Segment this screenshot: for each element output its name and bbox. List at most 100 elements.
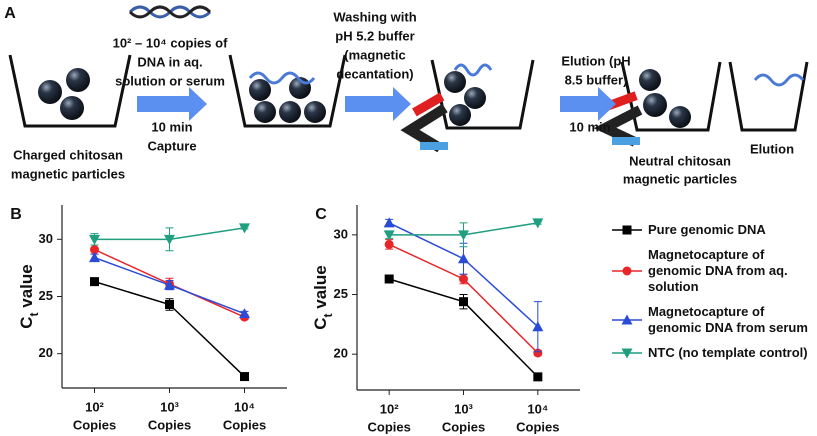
particle (444, 71, 466, 93)
process-arrow (345, 87, 411, 121)
data-point (239, 308, 250, 319)
legend-swatch (612, 314, 642, 325)
x-tick-label: 10² (85, 399, 104, 414)
x-tick-label: Copies (223, 417, 266, 432)
legend-item: Magnetocapture of genomic DNA from aq. s… (612, 247, 817, 295)
step-text: DNA in aq. (137, 54, 202, 69)
y-tick-label: 30 (39, 231, 53, 246)
step-text: solution or serum (115, 73, 225, 88)
panel-label: C (315, 206, 327, 223)
data-point (383, 217, 395, 228)
legend-item: Pure genomic DNA (612, 222, 817, 238)
data-point (383, 230, 395, 241)
dna (128, 5, 212, 19)
legend-swatch (612, 348, 642, 359)
y-tick-label: 25 (334, 286, 348, 301)
legend-text: Pure genomic DNA (648, 222, 766, 237)
y-axis-label-part: t (321, 313, 335, 317)
data-point (532, 218, 544, 229)
data-point (532, 321, 544, 332)
data-point (533, 348, 543, 358)
particle (643, 93, 667, 117)
data-point (384, 274, 394, 284)
particle (669, 106, 691, 128)
y-axis-label-part: t (27, 312, 41, 316)
step-text: magnetic particles (623, 171, 737, 186)
step-text: pH 5.2 buffer (335, 28, 414, 43)
step-text: Washing with (333, 9, 416, 24)
x-tick-label: 10³ (454, 401, 473, 416)
data-point (164, 279, 175, 290)
step-text: Neutral chitosan (629, 153, 731, 168)
x-tick-label: Copies (73, 417, 116, 432)
step-text: Elution (pH (561, 53, 630, 68)
step-text: Elution (750, 141, 794, 156)
legend-item: Magnetocapture of genomic DNA from serum (612, 304, 817, 336)
y-axis-label: Ct value (17, 264, 41, 328)
step-text: magnetic particles (11, 166, 125, 181)
y-axis-label: Ct value (311, 265, 335, 329)
legend-swatch (612, 266, 642, 276)
x-tick-label: Copies (367, 419, 410, 434)
particle (639, 69, 661, 91)
x-tick-label: 10² (380, 401, 399, 416)
y-axis-label-part: C (17, 316, 36, 328)
legend-marker (622, 225, 632, 235)
beaker (8, 54, 132, 128)
step-text: decantation) (336, 66, 413, 81)
y-axis-label-part: C (311, 317, 330, 329)
step-text: Charged chitosan (13, 147, 123, 162)
y-tick-label: 25 (39, 288, 53, 303)
data-point (164, 234, 175, 245)
x-tick-label: 10⁴ (527, 401, 548, 416)
particle (449, 104, 471, 126)
beaker (228, 54, 347, 128)
particle (279, 101, 301, 123)
series-line (94, 280, 246, 378)
y-tick-label: 20 (334, 346, 348, 361)
magnet-pole (420, 142, 448, 150)
particle (60, 96, 84, 120)
particle (249, 79, 271, 101)
data-point (459, 274, 468, 284)
step-text: (magnetic (344, 47, 405, 62)
arrows (137, 87, 616, 121)
beaker (728, 61, 809, 132)
panel-label: B (10, 206, 22, 223)
x-tick-label: Copies (516, 419, 559, 434)
magnet-pole (612, 137, 640, 145)
legend-marker (622, 266, 632, 276)
dna (248, 71, 316, 85)
data-point (459, 297, 468, 307)
step-text: 10 min (569, 119, 610, 134)
data-point (89, 252, 100, 263)
dna (453, 63, 493, 77)
particle (38, 80, 62, 104)
panel-label: A (4, 5, 16, 22)
x-tick-label: 10³ (160, 399, 179, 414)
legend-text: Magnetocapture of genomic DNA from aq. s… (648, 247, 788, 294)
magnet-pole (412, 92, 445, 117)
data-point (90, 277, 99, 287)
legend-text: Magnetocapture of genomic DNA from serum (648, 304, 808, 335)
data-point (240, 372, 249, 382)
x-tick-label: Copies (442, 419, 485, 434)
step-text: 8.5 buffer) (565, 72, 628, 87)
data-point (89, 234, 100, 245)
y-tick-label: 20 (39, 345, 53, 360)
y-axis-label-part: value (17, 264, 36, 312)
y-axis-label-part: value (311, 265, 330, 313)
data-point (239, 223, 250, 234)
x-tick-label: 10⁴ (234, 399, 255, 414)
process-arrow (560, 87, 616, 121)
process-arrow (137, 87, 207, 121)
legend-item: NTC (no template control) (612, 345, 817, 361)
particle (464, 87, 486, 109)
step-text: 10 min (151, 119, 192, 134)
data-point (458, 230, 469, 241)
dna-strands (128, 5, 805, 87)
data-point (384, 239, 394, 249)
dna (753, 73, 805, 87)
x-tick-label: Copies (148, 417, 191, 432)
